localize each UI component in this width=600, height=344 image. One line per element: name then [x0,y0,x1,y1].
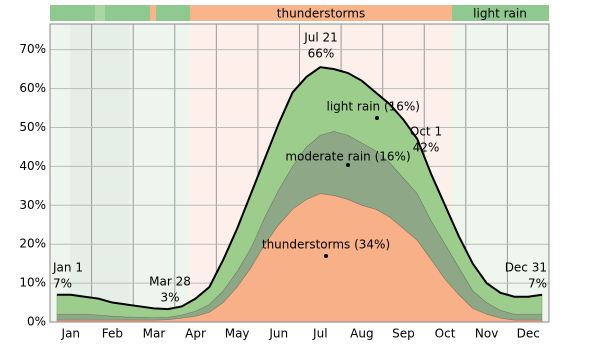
annotation-value: 3% [160,291,179,305]
y-tick-label: 20% [19,237,46,251]
annotation-date: Dec 31 [505,261,547,275]
y-tick-label: 70% [19,42,46,56]
annotation-date: Jul 21 [303,31,338,45]
y-tick-label: 0% [27,315,46,329]
top-band-stripe [150,5,156,21]
annotation-dot [346,163,350,167]
annotation-date: Mar 28 [149,275,191,289]
annotation-value: 66% [308,47,335,61]
x-tick-label: Jan [61,327,81,341]
x-tick-label: Apr [185,327,206,341]
top-band-label: light rain [473,7,527,21]
x-tick-label: Jul [312,327,327,341]
annotation-date: Oct 1 [410,125,442,139]
x-tick-label: Sep [392,327,415,341]
plot-frame [49,23,550,323]
series-annotation: moderate rain (16%) [285,150,410,164]
y-tick-label: 50% [19,120,46,134]
background [70,24,130,322]
x-tick-label: Dec [517,327,540,341]
areas [49,23,550,323]
top-band-orange [190,5,452,21]
y-tick-label: 10% [19,276,46,290]
series-annotation: light rain (16%) [327,100,421,114]
x-tick-label: Feb [102,327,123,341]
top-band-green [50,5,190,21]
x-tick-label: Aug [350,327,373,341]
annotation-value: 7% [528,277,547,291]
x-tick-label: Nov [475,327,498,341]
x-tick-label: May [225,327,250,341]
series-annotation: thunderstorms (34%) [262,238,390,252]
y-tick-label: 40% [19,159,46,173]
total-line [56,66,543,311]
annotation-dot [375,116,379,120]
y-tick-label: 30% [19,198,46,212]
annotation-value: 42% [413,141,440,155]
annotation-dot [324,254,328,258]
top-band-stripe [95,5,105,21]
annotation-value: 7% [53,277,72,291]
annotation-date: Jan 1 [52,261,83,275]
top-band-label: thunderstorms [277,7,365,21]
x-tick-label: Mar [143,327,166,341]
x-tick-label: Jun [268,327,288,341]
labels: 0% 10% 20% 30% 40% 50% 60% 70% Jan Feb Mar Apr May Ju… [19,31,547,341]
top-band-green [452,5,549,21]
x-tick-label: Oct [435,327,456,341]
y-tick-label: 60% [19,81,46,95]
